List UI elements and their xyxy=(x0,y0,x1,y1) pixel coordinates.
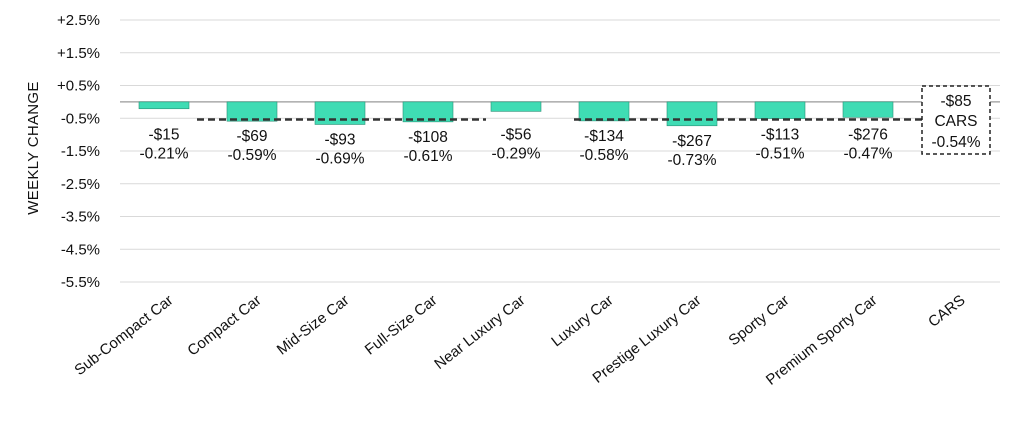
category-label: Luxury Car xyxy=(548,292,616,351)
percent-label: -0.21% xyxy=(139,146,188,163)
category-label: Sporty Car xyxy=(725,292,792,350)
y-axis-label: WEEKLY CHANGE xyxy=(25,81,42,214)
percent-label: -0.51% xyxy=(755,146,804,163)
summary-dollar: -$85 xyxy=(940,93,971,110)
percent-label: -0.47% xyxy=(843,146,892,163)
bar-premium-sporty-car xyxy=(842,101,894,118)
percent-label: -0.29% xyxy=(491,146,540,163)
dollar-label: -$93 xyxy=(324,131,355,148)
bar-near-luxury-car xyxy=(490,101,542,112)
category-label: Mid-Size Car xyxy=(274,292,353,359)
category-label: Sub-Compact Car xyxy=(71,292,176,379)
data-labels: -$15 -0.21% -$69 -0.59% -$93 -0.69% -$108 -0.61… xyxy=(139,127,892,169)
y-tick-label: -2.5% xyxy=(61,176,100,193)
bar-sporty-car xyxy=(754,101,806,119)
bar-full-size-car xyxy=(402,101,454,123)
category-label: CARS xyxy=(925,292,968,331)
percent-label: -0.58% xyxy=(579,147,628,164)
dollar-label: -$108 xyxy=(408,129,448,146)
y-tick-label: -4.5% xyxy=(61,241,100,258)
bar-luxury-car xyxy=(578,101,630,122)
x-axis-categories: Sub-Compact Car Compact Car Mid-Size Car Fu… xyxy=(71,292,968,389)
bar-mid-size-car xyxy=(314,101,366,125)
percent-label: -0.59% xyxy=(227,147,276,164)
dollar-label: -$276 xyxy=(848,127,888,144)
category-label: Near Luxury Car xyxy=(431,292,528,373)
y-tick-label: +2.5% xyxy=(57,12,100,29)
y-tick-label: -3.5% xyxy=(61,209,100,226)
bars xyxy=(138,101,894,127)
category-label: Full-Size Car xyxy=(362,292,441,359)
y-tick-label: -1.5% xyxy=(61,143,100,160)
y-tick-label: +0.5% xyxy=(57,78,100,95)
y-tick-label: +1.5% xyxy=(57,45,100,62)
dollar-label: -$69 xyxy=(236,128,267,145)
dollar-label: -$267 xyxy=(672,133,712,150)
percent-label: -0.73% xyxy=(667,152,716,169)
summary-label: CARS xyxy=(934,113,977,130)
y-tick-label: -0.5% xyxy=(61,110,100,127)
category-label: Compact Car xyxy=(184,292,264,360)
percent-label: -0.69% xyxy=(315,150,364,167)
dollar-label: -$15 xyxy=(148,127,179,144)
y-tick-label: -5.5% xyxy=(61,274,100,291)
bar-compact-car xyxy=(226,101,278,122)
dollar-label: -$56 xyxy=(500,127,531,144)
percent-label: -0.61% xyxy=(403,148,452,165)
bar-prestige-luxury-car xyxy=(666,101,718,127)
summary-percent: -0.54% xyxy=(931,134,980,151)
dollar-label: -$134 xyxy=(584,128,624,145)
dollar-label: -$113 xyxy=(761,127,800,144)
cars-summary-box: -$85 CARS -0.54% xyxy=(921,85,991,155)
bar-sub-compact-car xyxy=(138,101,190,110)
y-axis-ticks: +2.5% +1.5% +0.5% -0.5% -1.5% -2.5% -3.5% -4.5%… xyxy=(57,12,100,291)
summary-box-frame xyxy=(921,85,991,155)
